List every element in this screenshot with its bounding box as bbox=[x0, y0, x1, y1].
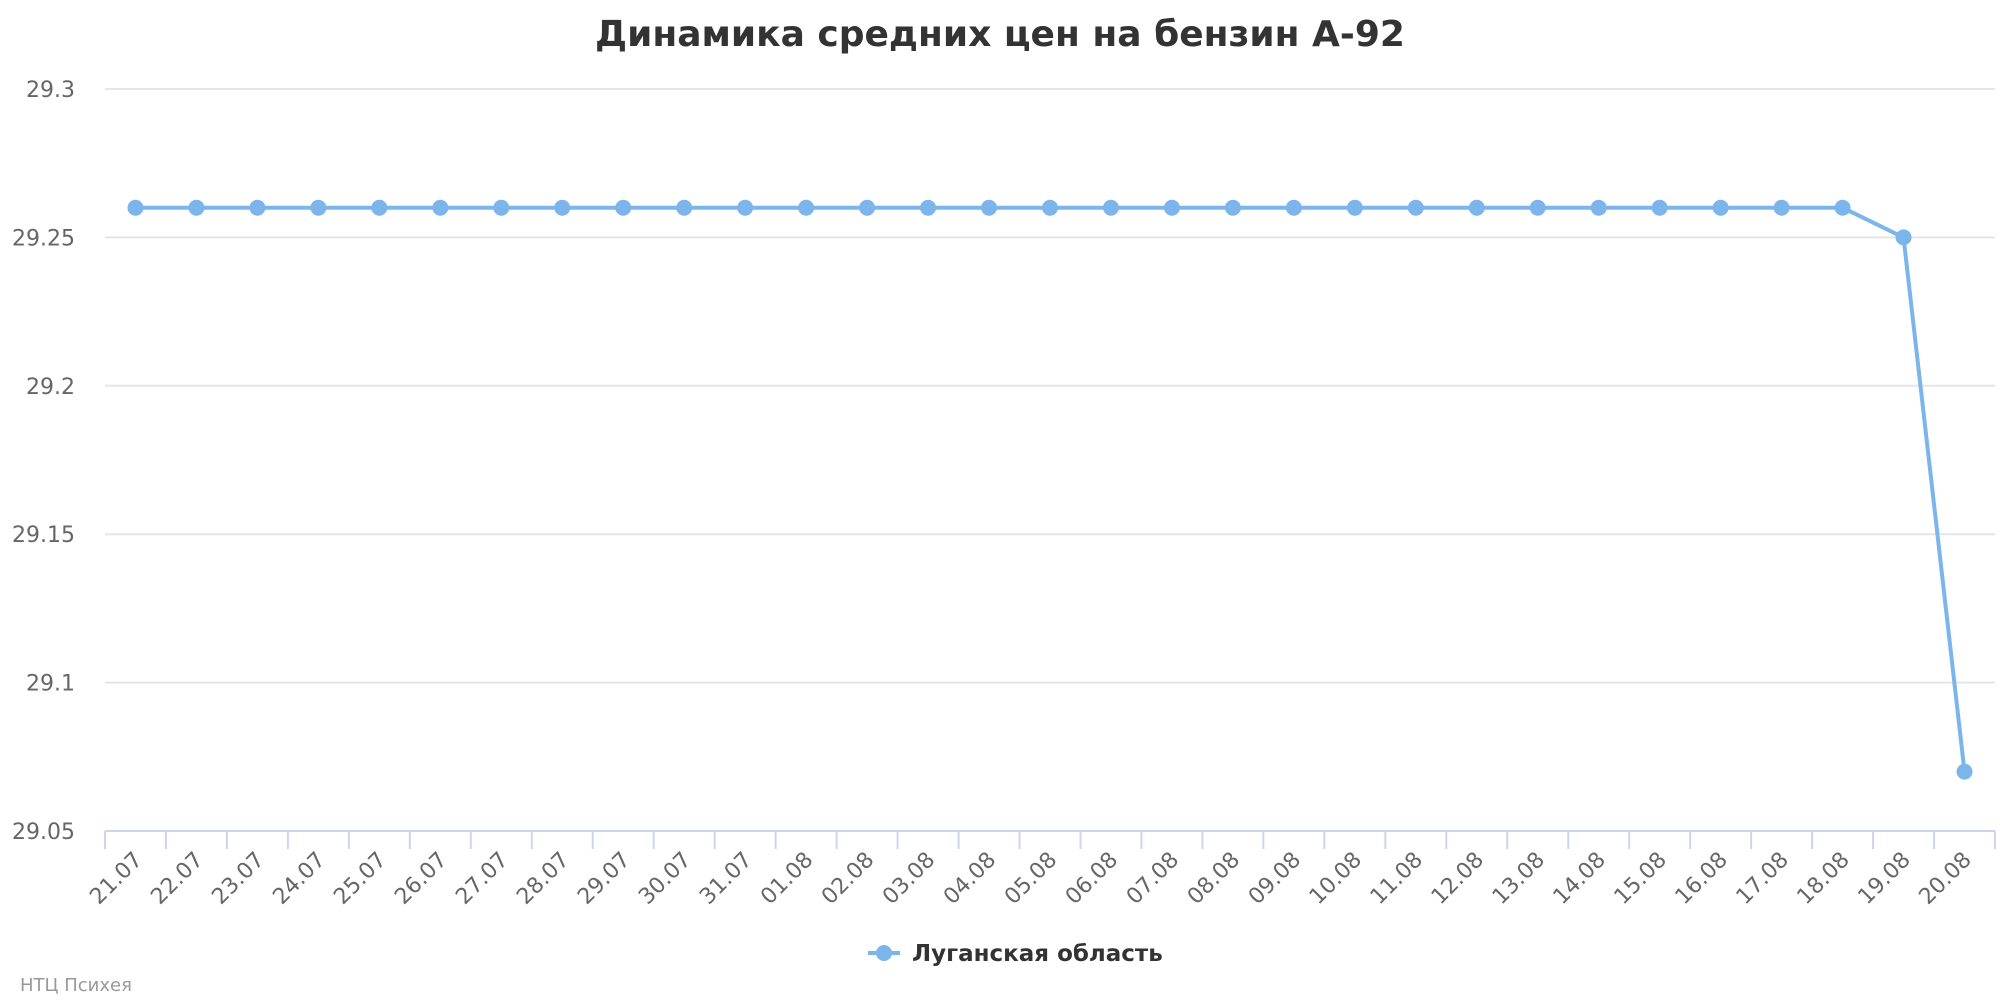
series-group bbox=[127, 199, 1973, 780]
data-point[interactable] bbox=[1468, 199, 1485, 216]
series-line bbox=[133, 205, 1967, 774]
data-point[interactable] bbox=[432, 199, 449, 216]
y-tick-label: 29.25 bbox=[12, 226, 75, 251]
x-axis: 21.0722.0723.0724.0725.0726.0727.0728.07… bbox=[86, 830, 1996, 910]
x-tick-label: 25.07 bbox=[329, 848, 391, 910]
data-point[interactable] bbox=[615, 199, 632, 216]
data-point[interactable] bbox=[1956, 763, 1973, 780]
x-tick-label: 22.07 bbox=[146, 848, 208, 910]
x-tick-label: 21.07 bbox=[86, 848, 148, 910]
data-point[interactable] bbox=[859, 199, 876, 216]
data-point[interactable] bbox=[127, 199, 144, 216]
legend-marker-icon bbox=[876, 945, 892, 961]
x-tick-label: 26.07 bbox=[390, 848, 452, 910]
x-tick-label: 16.08 bbox=[1671, 848, 1733, 910]
data-point[interactable] bbox=[1529, 199, 1546, 216]
x-tick-label: 07.08 bbox=[1122, 848, 1184, 910]
data-point[interactable] bbox=[188, 199, 205, 216]
x-tick-label: 05.08 bbox=[1000, 848, 1062, 910]
data-point[interactable] bbox=[1346, 199, 1363, 216]
data-point[interactable] bbox=[1285, 199, 1302, 216]
y-tick-label: 29.1 bbox=[26, 672, 75, 697]
x-tick-label: 09.08 bbox=[1244, 848, 1306, 910]
x-tick-label: 20.08 bbox=[1915, 848, 1977, 910]
x-tick-label: 08.08 bbox=[1183, 848, 1245, 910]
data-point[interactable] bbox=[981, 199, 998, 216]
data-point[interactable] bbox=[1712, 199, 1729, 216]
x-tick-label: 06.08 bbox=[1061, 848, 1123, 910]
x-tick-label: 29.07 bbox=[573, 848, 635, 910]
y-tick-label: 29.2 bbox=[26, 375, 75, 400]
data-point[interactable] bbox=[1651, 199, 1668, 216]
x-tick-label: 14.08 bbox=[1549, 848, 1611, 910]
x-tick-label: 28.07 bbox=[512, 848, 574, 910]
x-tick-label: 23.07 bbox=[207, 848, 269, 910]
data-point[interactable] bbox=[1834, 199, 1851, 216]
data-point[interactable] bbox=[554, 199, 571, 216]
x-tick-label: 19.08 bbox=[1854, 848, 1916, 910]
data-point[interactable] bbox=[676, 199, 693, 216]
x-tick-label: 30.07 bbox=[634, 848, 696, 910]
x-tick-label: 10.08 bbox=[1305, 848, 1367, 910]
data-point[interactable] bbox=[1590, 199, 1607, 216]
data-point[interactable] bbox=[1773, 199, 1790, 216]
data-point[interactable] bbox=[1895, 229, 1912, 246]
x-tick-label: 11.08 bbox=[1366, 848, 1428, 910]
data-point[interactable] bbox=[920, 199, 937, 216]
x-tick-label: 18.08 bbox=[1793, 848, 1855, 910]
data-point[interactable] bbox=[798, 199, 815, 216]
y-tick-label: 29.3 bbox=[26, 78, 75, 103]
x-tick-label: 15.08 bbox=[1610, 848, 1672, 910]
x-tick-label: 27.07 bbox=[451, 848, 513, 910]
credit-text: НТЦ Психея bbox=[20, 975, 132, 996]
y-tick-label: 29.15 bbox=[12, 523, 75, 548]
x-tick-label: 13.08 bbox=[1488, 848, 1550, 910]
data-point[interactable] bbox=[493, 199, 510, 216]
data-point[interactable] bbox=[1102, 199, 1119, 216]
data-point[interactable] bbox=[1042, 199, 1058, 216]
data-point[interactable] bbox=[1163, 199, 1180, 216]
x-tick-label: 04.08 bbox=[939, 848, 1001, 910]
data-point[interactable] bbox=[249, 199, 266, 216]
x-tick-label: 01.08 bbox=[756, 848, 818, 910]
x-tick-label: 03.08 bbox=[878, 848, 940, 910]
x-tick-label: 02.08 bbox=[817, 848, 879, 910]
x-tick-label: 12.08 bbox=[1427, 848, 1489, 910]
y-axis-labels: 29.05 29.1 29.15 29.2 29.25 29.3 bbox=[12, 78, 75, 845]
x-tick-label: 17.08 bbox=[1732, 848, 1794, 910]
x-tick-label: 31.07 bbox=[695, 848, 757, 910]
legend-label: Луганская область bbox=[912, 941, 1163, 967]
data-point[interactable] bbox=[1407, 199, 1424, 216]
x-tick-label: 24.07 bbox=[268, 848, 330, 910]
data-point[interactable] bbox=[1224, 199, 1241, 216]
y-tick-label: 29.05 bbox=[12, 820, 75, 845]
y-gridlines bbox=[105, 88, 1995, 684]
data-point[interactable] bbox=[310, 199, 327, 216]
chart-title: Динамика средних цен на бензин А-92 bbox=[595, 14, 1405, 55]
data-point[interactable] bbox=[737, 199, 754, 216]
data-point[interactable] bbox=[371, 199, 388, 216]
legend[interactable]: Луганская область bbox=[868, 941, 1163, 967]
